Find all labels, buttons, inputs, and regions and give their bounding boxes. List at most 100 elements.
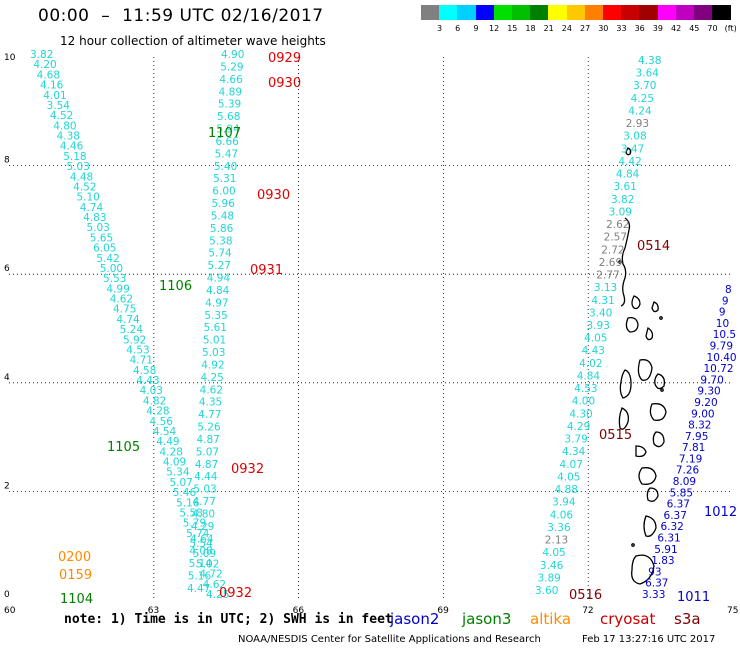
y-tick-label: 6 xyxy=(4,264,10,274)
wave-height-value: 4.89 xyxy=(219,86,242,98)
legend-label: (ft) xyxy=(724,24,737,33)
pass-time-label: 1104 xyxy=(60,592,93,607)
wave-height-value: 5.94 xyxy=(216,124,240,136)
legend-label: 6 xyxy=(455,24,461,33)
wave-height-value: 4.92 xyxy=(201,359,224,371)
wave-height-value: 5.02 xyxy=(196,558,219,570)
wave-height-value: 5.46 xyxy=(173,487,197,499)
x-tick-label: 60 xyxy=(4,606,16,616)
map-subtitle: 12 hour collection of altimeter wave hei… xyxy=(60,34,326,48)
wave-height-value: 4.03 xyxy=(140,385,163,397)
wave-height-value: 4.84 xyxy=(616,169,640,181)
wave-height-value: 4.25 xyxy=(631,93,654,105)
wave-height-value: 5.74 xyxy=(186,528,210,540)
island xyxy=(618,407,630,430)
wave-height-value: 2.13 xyxy=(545,535,568,547)
wave-height-value: 10.40 xyxy=(707,352,737,364)
altimeter-tracks: 3.824.204.684.164.013.544.524.804.384.46… xyxy=(30,49,737,601)
legend-label: 18 xyxy=(525,24,536,33)
wave-height-value: 4.43 xyxy=(136,375,159,387)
wave-height-value: 3.47 xyxy=(621,143,644,155)
legend-label: 21 xyxy=(543,24,554,33)
wave-height-value: 2.69 xyxy=(599,257,622,269)
wave-height-value: 5.79 xyxy=(183,518,206,530)
wave-height-value: 5.03 xyxy=(202,347,225,359)
y-tick-label: 10 xyxy=(4,53,16,63)
wave-height-value: 4.90 xyxy=(221,49,244,61)
wave-height-value: 5.38 xyxy=(209,235,232,247)
pass-time-label: 0932 xyxy=(231,462,264,477)
wave-height-value: 4.29 xyxy=(567,421,590,433)
wave-height-value: 5.39 xyxy=(218,99,241,111)
legend-label: 9 xyxy=(473,24,479,33)
wave-height-value: 10 xyxy=(716,318,729,330)
wave-height-value: 10.5 xyxy=(713,329,736,341)
wave-height-value: 4.30 xyxy=(569,408,592,420)
island xyxy=(631,543,635,547)
pass-time-label: 1011 xyxy=(677,590,710,605)
wave-height-value: 2.93 xyxy=(626,118,649,130)
wave-height-value: 9 xyxy=(719,307,726,319)
wave-height-value: 2.72 xyxy=(601,244,624,256)
wave-height-value: 9.70 xyxy=(700,374,723,386)
wave-height-value: 3.40 xyxy=(589,307,612,319)
island xyxy=(619,369,632,399)
wave-height-value: 3.13 xyxy=(594,282,617,294)
wave-height-value: 5.18 xyxy=(63,151,86,163)
legend-jason3: jason3 xyxy=(462,610,512,628)
wave-height-value: 4.83 xyxy=(83,212,106,224)
legend-swatch xyxy=(512,5,531,20)
wave-height-value: 6.31 xyxy=(657,533,680,545)
wave-height-value: 9.79 xyxy=(710,340,733,352)
x-tick-label: 69 xyxy=(437,606,449,616)
wave-height-value: 93 xyxy=(648,566,661,578)
wave-height-value: 3.60 xyxy=(535,585,558,597)
pass-time-label: 0159 xyxy=(59,568,92,583)
wave-height-value: 3.89 xyxy=(537,572,560,584)
wave-height-value: 5.96 xyxy=(212,198,236,210)
legend-label: 12 xyxy=(489,24,500,33)
pass-time-label: 0929 xyxy=(268,51,301,66)
y-tick-label: 2 xyxy=(4,481,10,491)
pass-time-label: 1105 xyxy=(107,440,140,455)
legend-swatch xyxy=(475,5,495,20)
legend-swatch xyxy=(603,5,622,20)
y-tick-label: 0 xyxy=(4,590,10,600)
island xyxy=(651,301,659,313)
wave-height-value: 4.94 xyxy=(207,273,231,285)
wave-height-value: 4.49 xyxy=(156,436,179,448)
pass-time-label: 0515 xyxy=(599,428,632,443)
wave-height-value: 4.29 xyxy=(191,521,214,533)
island xyxy=(659,316,663,320)
pass-time-label: 1106 xyxy=(159,279,192,294)
wave-height-value: 4.42 xyxy=(618,156,641,168)
generated-timestamp: Feb 17 13:27:16 UTC 2017 xyxy=(582,634,716,645)
legend-label: 24 xyxy=(561,24,572,33)
wave-height-value: 5.03 xyxy=(86,222,109,234)
wave-height-value: 5.03 xyxy=(193,484,216,496)
wave-height-value: 3.79 xyxy=(564,434,587,446)
island xyxy=(620,217,631,307)
islands xyxy=(618,147,667,585)
wave-height-value: 5.34 xyxy=(166,467,190,479)
wave-height-value: 4.34 xyxy=(562,446,586,458)
pass-time-label: 1107 xyxy=(208,126,241,141)
legend-swatch xyxy=(439,5,459,20)
wave-height-value: 4.80 xyxy=(192,508,215,520)
wave-height-value: 6.66 xyxy=(215,136,239,148)
wave-height-value: 5.07 xyxy=(169,477,192,489)
wave-height-value: 6.37 xyxy=(667,499,690,511)
pass-time-labels: 0929 0930 1107 0930 0514 0931 1106 0515 1105 0932… xyxy=(58,51,737,607)
wave-height-value: 4.24 xyxy=(628,105,652,117)
wave-height-value: 4.53 xyxy=(126,344,149,356)
wave-height-value: 5.31 xyxy=(213,173,236,185)
legend-swatch xyxy=(584,5,604,20)
island xyxy=(631,554,655,585)
wave-height-value: 1.83 xyxy=(651,555,674,567)
island xyxy=(638,467,657,485)
wave-height-value: 4.56 xyxy=(150,416,174,428)
island xyxy=(646,487,659,502)
wave-height-value: 5.24 xyxy=(120,324,144,336)
wave-height-value: 4.62 xyxy=(110,294,133,306)
wave-height-value: 4.06 xyxy=(550,509,574,521)
